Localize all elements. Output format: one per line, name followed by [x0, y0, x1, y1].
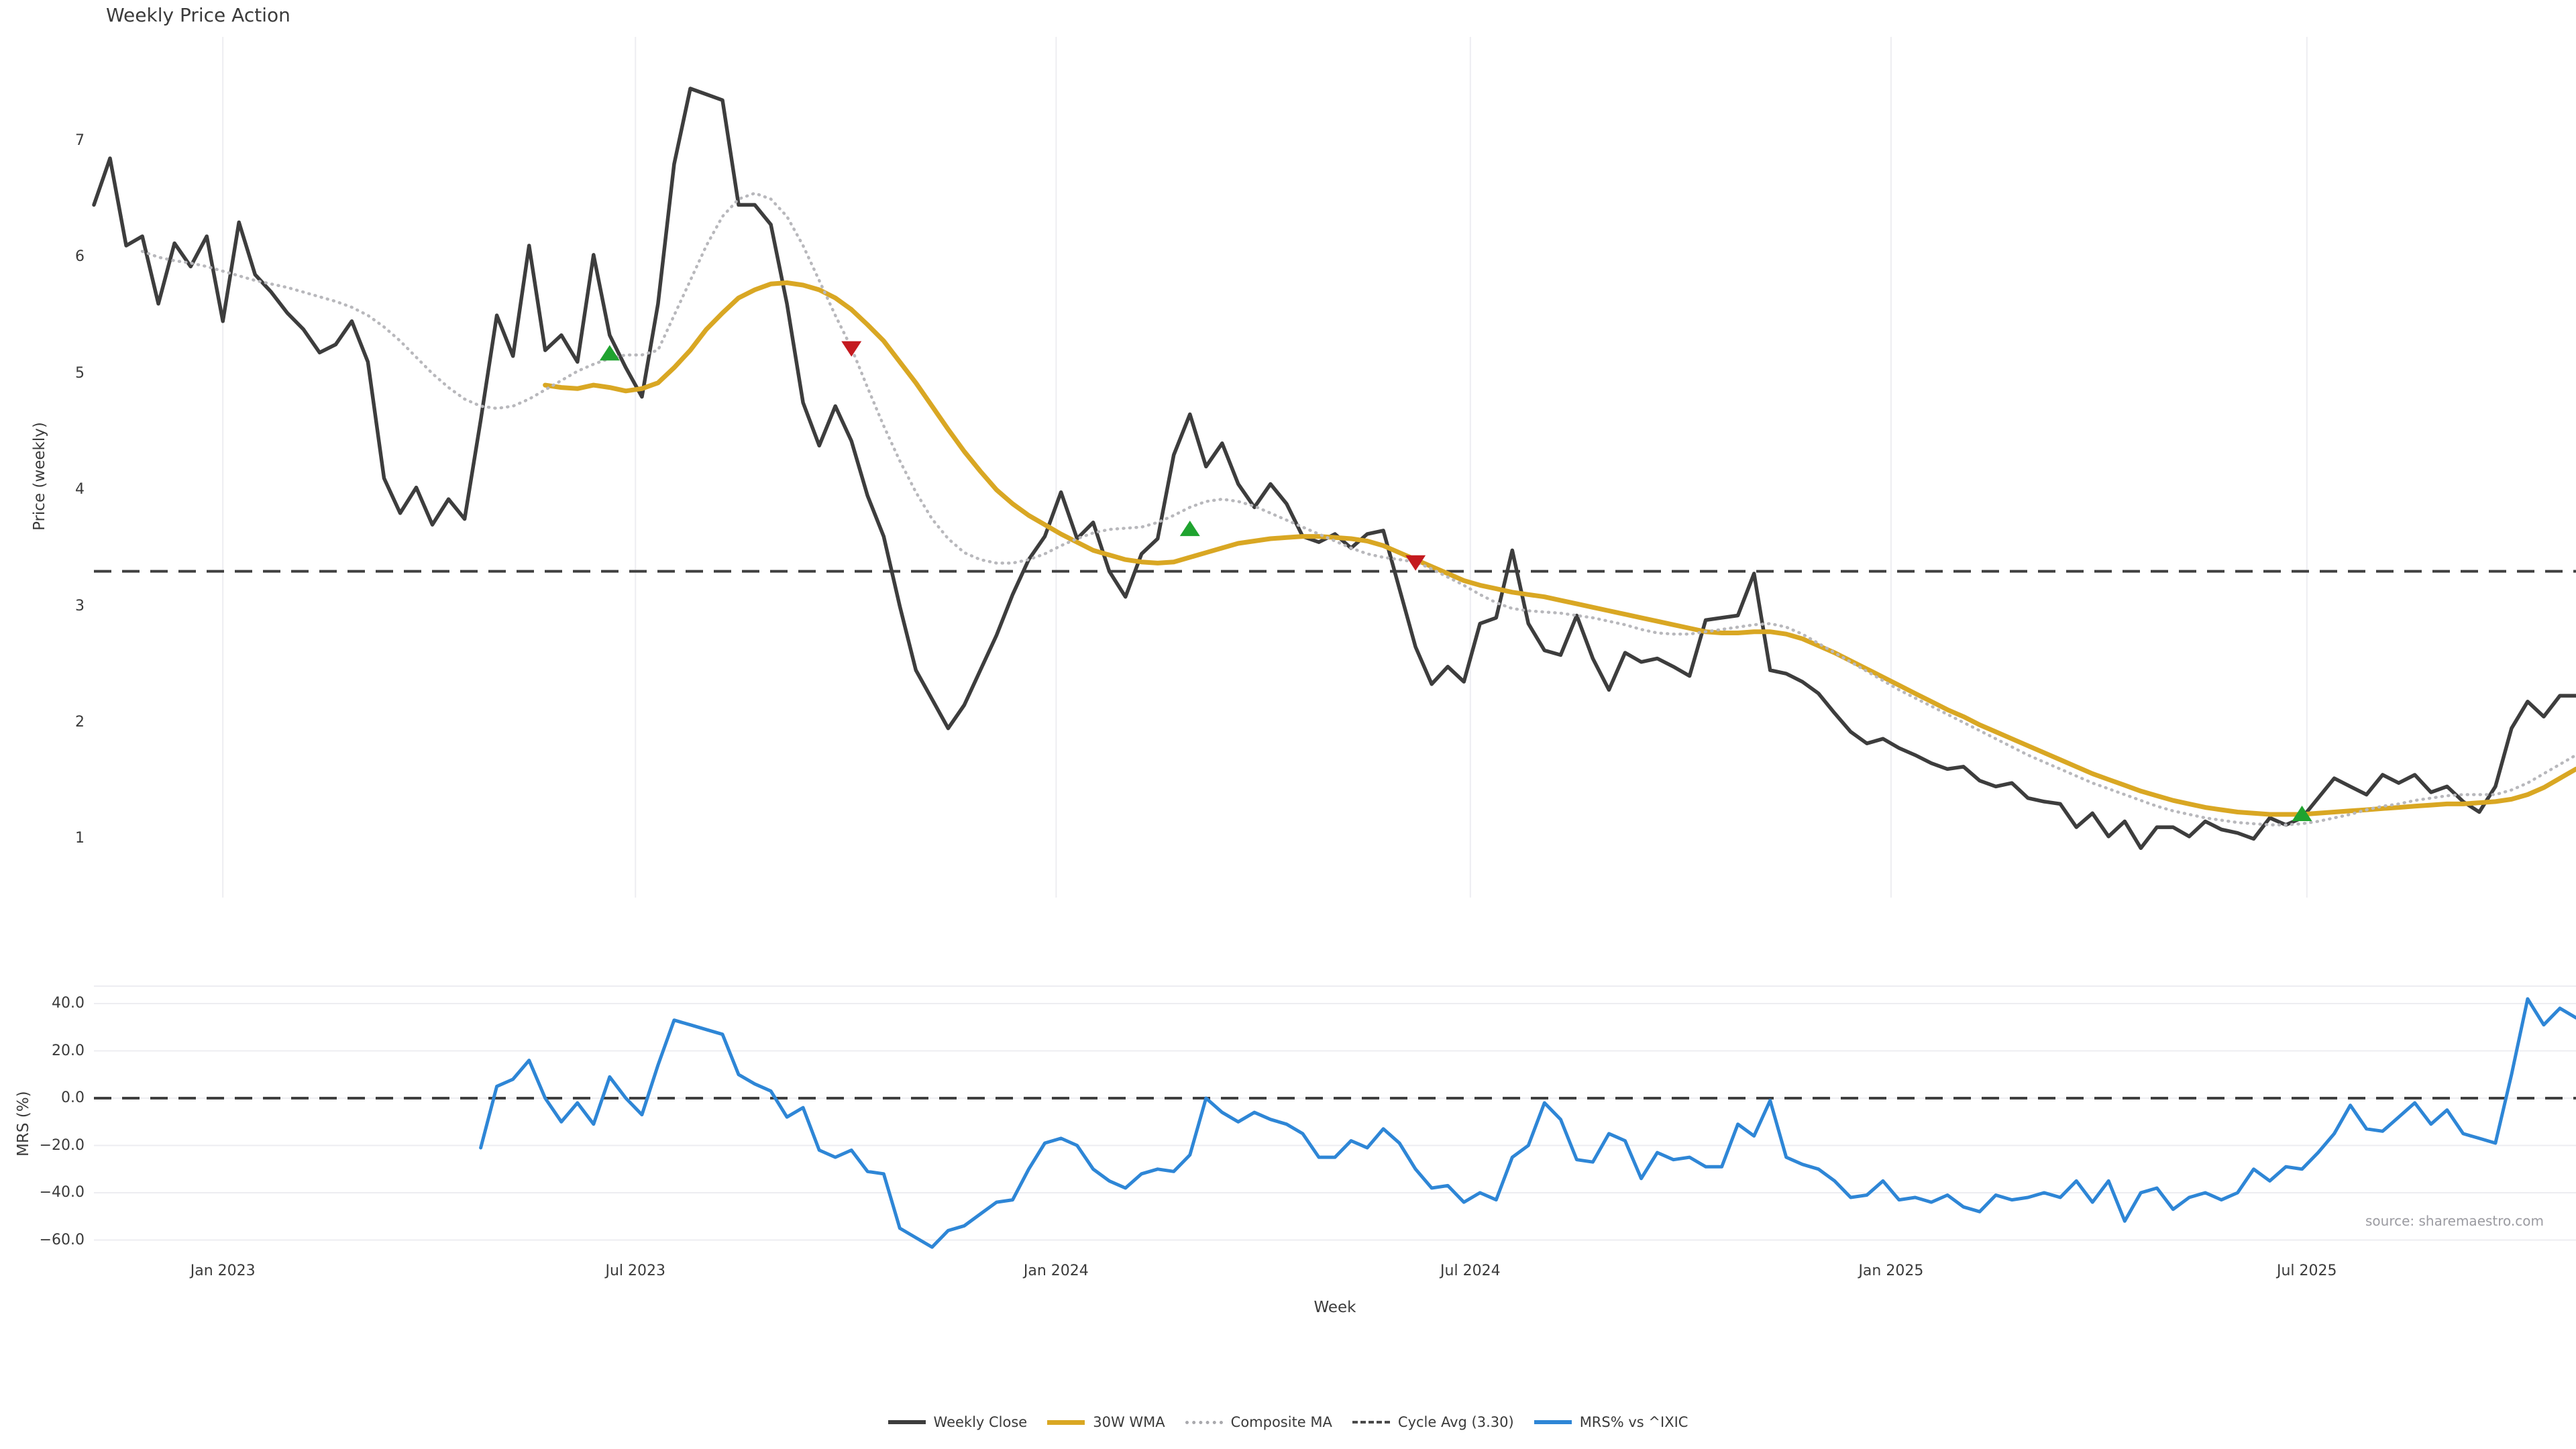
- price-axis-title: Price (weekly): [31, 422, 48, 531]
- legend-label: 30W WMA: [1093, 1414, 1165, 1430]
- legend-item-weekly-close: Weekly Close: [888, 1414, 1028, 1430]
- wma-line-swatch-icon: [1047, 1419, 1085, 1425]
- legend-item-cycle-avg: Cycle Avg (3.30): [1352, 1414, 1514, 1430]
- composite-ma-line: [140, 191, 2576, 826]
- legend-item-30w-wma: 30W WMA: [1047, 1414, 1165, 1430]
- mrs-line-swatch-icon: [1534, 1420, 1572, 1424]
- mrs-ytick-label: −40.0: [39, 1184, 85, 1201]
- source-credit: source: sharemaestro.com: [2365, 1213, 2544, 1229]
- price-ytick-label: 6: [75, 248, 85, 266]
- price-ytick-label: 5: [75, 364, 85, 382]
- week-axis-title: Week: [1313, 1299, 1356, 1316]
- price-ytick-label: 2: [75, 714, 85, 731]
- composite-ma-swatch-icon: [1185, 1420, 1223, 1424]
- week-xtick-label: Jan 2023: [190, 1263, 256, 1279]
- mrs-ytick-label: −20.0: [39, 1136, 85, 1154]
- sell-marker-icon: [1405, 555, 1426, 571]
- week-xtick-label: Jul 2023: [605, 1263, 666, 1279]
- sell-marker-icon: [841, 341, 862, 357]
- price-ytick-label: 3: [75, 597, 85, 614]
- cycle-avg-swatch-icon: [1352, 1421, 1390, 1424]
- legend-item-mrs: MRS% vs ^IXIC: [1534, 1414, 1688, 1430]
- legend-label: Cycle Avg (3.30): [1397, 1414, 1514, 1430]
- week-xtick-label: Jul 2024: [1440, 1263, 1501, 1279]
- mrs-ytick-label: 20.0: [52, 1042, 85, 1059]
- 30w-wma-line: [543, 280, 2576, 817]
- weekly-close-line-swatch-icon: [888, 1420, 926, 1424]
- legend: Weekly Close 30W WMA Composite MA Cycle …: [0, 1414, 2576, 1430]
- mrs-vs-ixic-line: [479, 997, 2576, 1249]
- price-ytick-label: 4: [75, 481, 85, 498]
- week-xtick-label: Jan 2024: [1023, 1263, 1089, 1279]
- buy-marker-icon: [1179, 521, 1200, 537]
- legend-label: Composite MA: [1230, 1414, 1332, 1430]
- mrs-ytick-label: 40.0: [52, 995, 85, 1012]
- price-ytick-label: 7: [75, 132, 85, 149]
- chart-title: Weekly Price Action: [106, 4, 290, 26]
- week-xtick-label: Jul 2025: [2277, 1263, 2337, 1279]
- legend-label: Weekly Close: [933, 1414, 1028, 1430]
- mrs-ytick-label: 0.0: [61, 1089, 85, 1106]
- weekly-close-line: [92, 87, 2576, 851]
- week-xtick-label: Jan 2025: [1858, 1263, 1924, 1279]
- price-ytick-label: 1: [75, 830, 85, 847]
- mrs-ytick-label: −60.0: [39, 1231, 85, 1248]
- legend-label: MRS% vs ^IXIC: [1579, 1414, 1688, 1430]
- legend-item-composite-ma: Composite MA: [1185, 1414, 1332, 1430]
- buy-marker-icon: [599, 345, 620, 361]
- mrs-axis-title: MRS (%): [15, 1091, 32, 1157]
- buy-marker-icon: [2292, 805, 2312, 821]
